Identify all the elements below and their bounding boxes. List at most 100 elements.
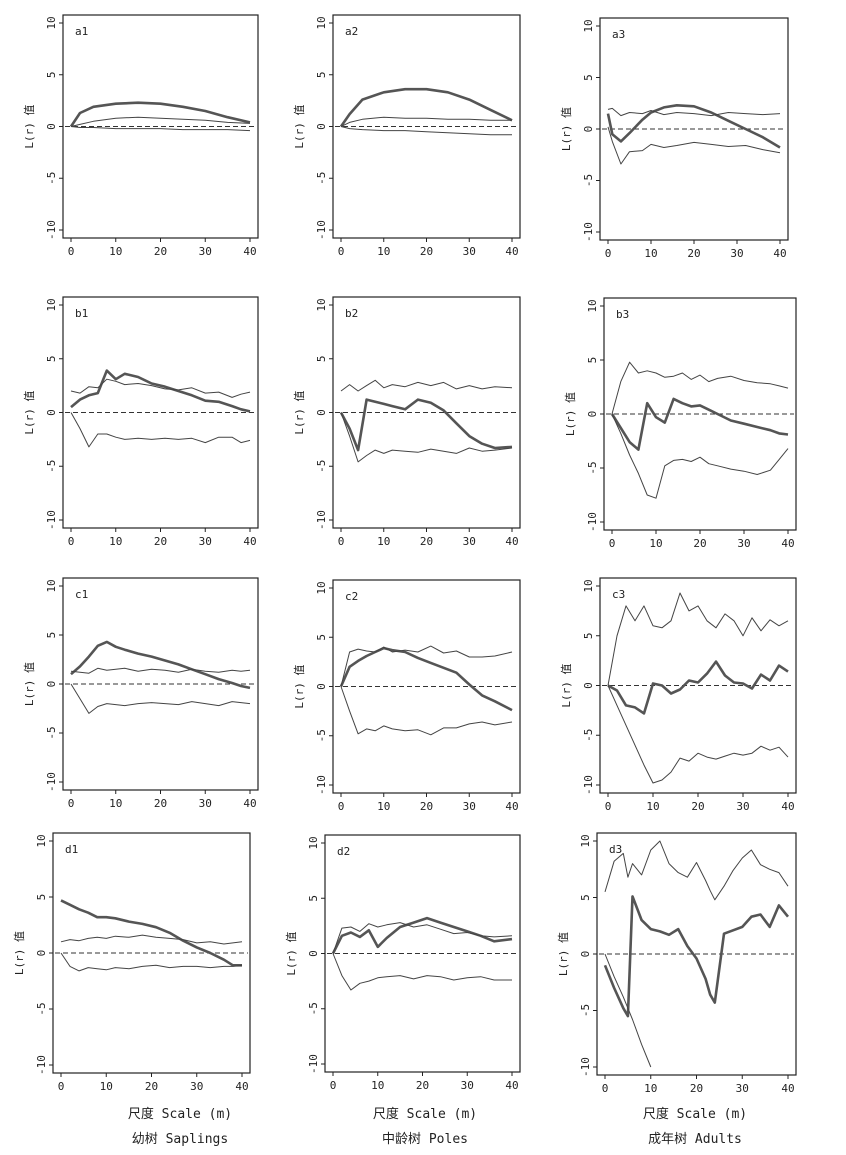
y-axis-label: L(r) 值	[557, 932, 570, 976]
y-tick-label: 10	[315, 16, 328, 29]
observed-line	[339, 646, 513, 712]
panel-b1: b1 0 10 20 30 40 -10 -5 0 5 10 L(r) 值	[23, 296, 259, 548]
panel-c2: c2 0 10 20 30 40 -10 -5 0 5 10 L(r) 值	[293, 579, 521, 813]
x-tick-label: 40	[781, 537, 794, 550]
y-tick-label: -10	[582, 222, 595, 242]
y-axis-label: L(r) 值	[285, 931, 298, 975]
x-tick-label: 40	[235, 1080, 248, 1093]
y-tick-label: 10	[307, 836, 320, 849]
y-axis-label: L(r) 值	[293, 390, 306, 434]
x-tick-label: 20	[154, 535, 167, 548]
x-tick-label: 0	[58, 1080, 65, 1093]
y-tick-label: 5	[582, 632, 595, 639]
lower-envelope-line	[332, 953, 512, 991]
y-tick-label: -10	[586, 512, 599, 532]
x-axis-label-col1: 尺度 Scale (m)	[127, 1107, 233, 1122]
y-tick-label: 10	[315, 298, 328, 311]
x-tick-label: 10	[649, 537, 662, 550]
upper-envelope-line	[332, 922, 513, 954]
y-tick-label: 10	[45, 298, 58, 311]
y-tick-label: -10	[45, 220, 58, 240]
lower-envelope-line	[70, 412, 251, 448]
x-tick-label: 30	[199, 797, 212, 810]
x-tick-label: 40	[781, 800, 794, 813]
observed-line	[607, 660, 789, 715]
panel-a2: a2 0 10 20 30 40 -10 -5 0 5 10 L(r) 值	[293, 14, 521, 258]
panel-d2: d2 0 10 20 30 40 -10 -5 0 5 10 L(r) 值	[285, 834, 521, 1092]
x-tick-label: 40	[773, 247, 786, 260]
y-tick-label: 10	[586, 299, 599, 312]
x-tick-label: 30	[463, 535, 476, 548]
lower-envelope-line	[607, 126, 781, 165]
y-tick-label: -5	[315, 460, 328, 473]
y-tick-label: -10	[45, 510, 58, 530]
y-axis-label: L(r) 值	[23, 104, 36, 148]
observed-line	[60, 899, 242, 967]
observed-line	[70, 369, 251, 413]
upper-envelope-line	[340, 645, 513, 687]
y-tick-label: -10	[579, 1057, 592, 1077]
panel-label: c2	[345, 590, 358, 603]
y-tick-label: 5	[315, 355, 328, 362]
x-tick-label: 30	[461, 1079, 474, 1092]
y-tick-label: -5	[45, 460, 58, 473]
x-tick-label: 40	[243, 797, 256, 810]
panel-label: b1	[75, 307, 88, 320]
y-tick-label: -5	[45, 172, 58, 185]
observed-line	[70, 640, 251, 690]
lower-envelope-line	[340, 126, 512, 136]
y-tick-label: -5	[307, 1002, 320, 1015]
lower-envelope-line	[70, 683, 251, 714]
y-tick-label: 5	[315, 634, 328, 641]
y-tick-label: -5	[315, 729, 328, 742]
x-tick-label: 20	[687, 247, 700, 260]
y-tick-label: 10	[582, 19, 595, 32]
x-tick-label: 20	[154, 245, 167, 258]
x-axis-label-col3: 尺度 Scale (m)	[642, 1107, 748, 1122]
x-tick-label: 20	[154, 797, 167, 810]
y-tick-label: 0	[35, 950, 48, 957]
y-tick-label: 10	[582, 579, 595, 592]
x-tick-label: 10	[377, 800, 390, 813]
y-tick-label: 10	[315, 581, 328, 594]
y-tick-label: -10	[582, 775, 595, 795]
observed-line	[69, 101, 251, 128]
x-tick-label: 0	[609, 537, 616, 550]
panel-label: b2	[345, 307, 358, 320]
y-tick-label: 0	[45, 681, 58, 688]
panel-label: d2	[337, 845, 350, 858]
panel-label: a1	[75, 25, 88, 38]
x-tick-label: 0	[68, 245, 75, 258]
x-tick-label: 30	[736, 800, 749, 813]
panel-b2: b2 0 10 20 30 40 -10 -5 0 5 10 L(r) 值	[293, 296, 521, 548]
x-tick-label: 30	[190, 1080, 203, 1093]
x-tick-label: 40	[505, 535, 518, 548]
y-tick-label: 5	[579, 894, 592, 901]
y-axis-label: L(r) 值	[560, 107, 573, 151]
x-tick-label: 40	[243, 245, 256, 258]
y-tick-label: 0	[45, 123, 58, 130]
observed-line	[339, 87, 513, 128]
x-tick-label: 10	[377, 535, 390, 548]
y-tick-label: 10	[45, 16, 58, 29]
x-tick-label: 10	[644, 247, 657, 260]
x-tick-label: 40	[505, 800, 518, 813]
y-tick-label: -10	[315, 510, 328, 530]
lower-envelope-line	[604, 953, 652, 1068]
y-tick-label: 0	[315, 409, 328, 416]
lower-envelope-line	[60, 952, 243, 972]
x-tick-label: 20	[416, 1079, 429, 1092]
panel-label: c3	[612, 588, 625, 601]
y-tick-label: 0	[315, 123, 328, 130]
y-tick-label: 5	[582, 74, 595, 81]
x-tick-label: 20	[420, 800, 433, 813]
x-tick-label: 0	[68, 797, 75, 810]
observed-line	[610, 397, 789, 451]
y-tick-label: 10	[579, 834, 592, 847]
panel-label: a2	[345, 25, 358, 38]
upper-envelope-line	[611, 361, 789, 415]
y-tick-label: 0	[307, 950, 320, 957]
x-tick-label: 40	[781, 1082, 794, 1095]
x-tick-label: 0	[68, 535, 75, 548]
